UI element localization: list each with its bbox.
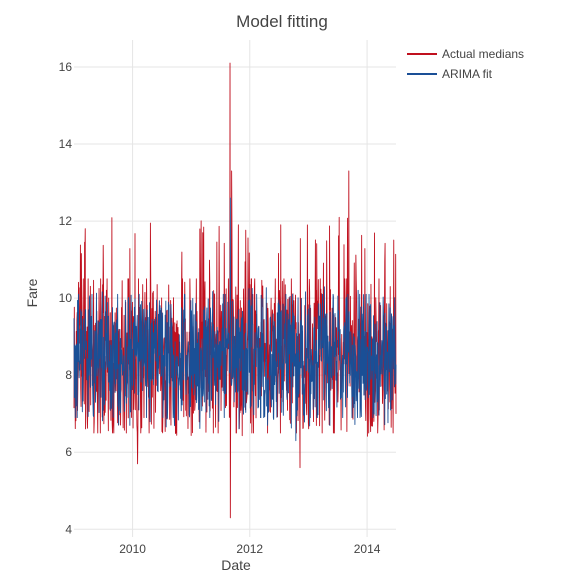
series-line-actual-medians[interactable]	[73, 62, 397, 519]
axes: 4 6 8 10 12 14 16 2010 2012 2014	[59, 60, 381, 556]
legend-item-actual-medians[interactable]: Actual medians	[407, 47, 524, 61]
y-tick-label: 4	[65, 522, 72, 536]
y-tick-label: 16	[59, 60, 73, 74]
x-tick-label: 2010	[119, 542, 146, 556]
series-layer	[73, 62, 397, 519]
chart-title: Model fitting	[236, 12, 328, 31]
legend-label-arima-fit: ARIMA fit	[442, 67, 493, 81]
legend-item-arima-fit[interactable]: ARIMA fit	[407, 67, 493, 81]
y-tick-label: 6	[65, 445, 72, 459]
x-tick-label: 2012	[236, 542, 263, 556]
y-tick-label: 10	[59, 291, 73, 305]
y-tick-label: 8	[65, 368, 72, 382]
y-axis-title: Fare	[24, 278, 40, 307]
legend-label-actual-medians: Actual medians	[442, 47, 524, 61]
x-tick-label: 2014	[354, 542, 381, 556]
series-line-arima-fit[interactable]	[73, 197, 397, 442]
legend[interactable]: Actual medians ARIMA fit	[407, 47, 524, 81]
x-axis-title: Date	[221, 557, 251, 573]
y-tick-label: 12	[59, 214, 73, 228]
y-tick-label: 14	[59, 137, 73, 151]
